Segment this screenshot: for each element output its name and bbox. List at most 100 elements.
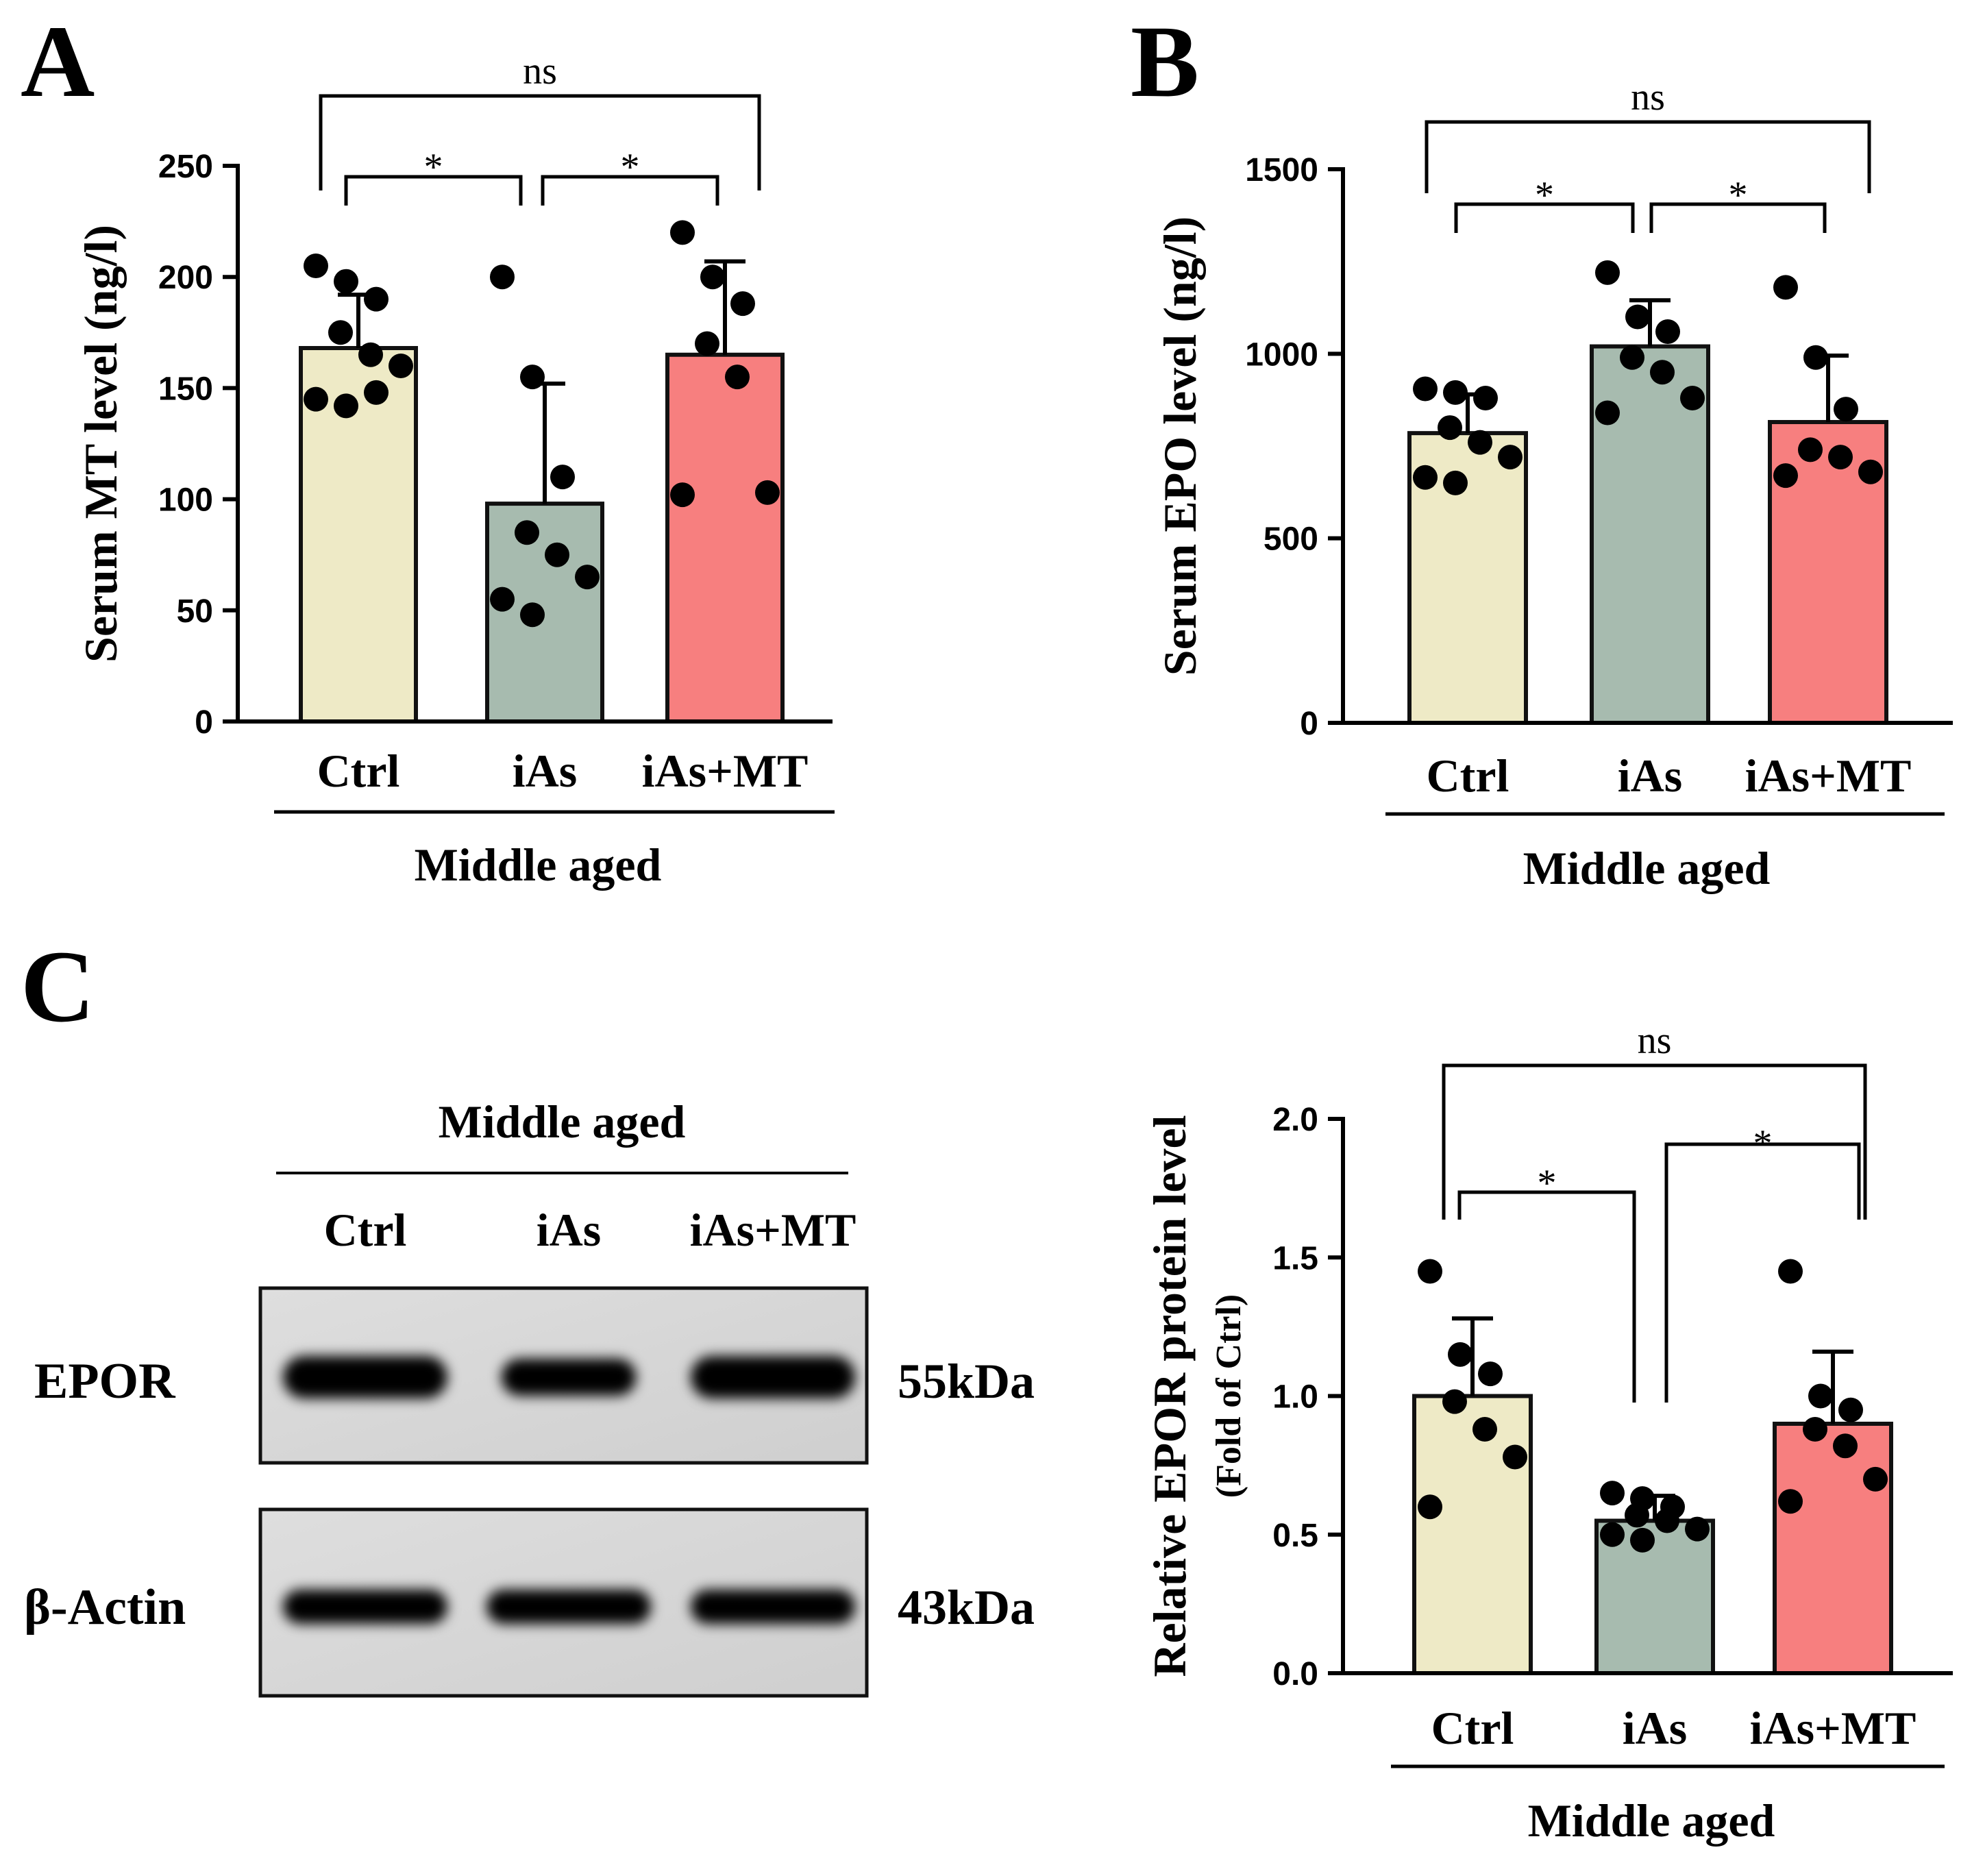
y-tick-label: 150 — [158, 371, 213, 407]
data-point — [1418, 1259, 1442, 1284]
blot-row-label-actin: β-Actin — [24, 1579, 186, 1636]
panel-letter-c: C — [21, 930, 95, 1044]
blot-band — [283, 1590, 447, 1624]
x-category-label: iAs — [1618, 750, 1682, 802]
data-point — [1833, 1433, 1858, 1459]
y-tick-label: 1.0 — [1272, 1379, 1318, 1416]
x-category-label: Ctrl — [1431, 1702, 1514, 1754]
data-point — [1448, 1342, 1472, 1367]
data-point — [730, 291, 755, 317]
data-point — [1685, 1516, 1710, 1542]
data-point — [1468, 430, 1492, 455]
data-point — [1808, 1383, 1833, 1409]
bar-c-2 — [1773, 1421, 1893, 1675]
group-label: Middle aged — [415, 839, 662, 891]
y-axis-sublabel: (Fold of Ctrl) — [1209, 1294, 1248, 1498]
data-point — [1473, 385, 1498, 410]
data-point — [1828, 445, 1853, 470]
y-tick-label: 100 — [158, 482, 213, 519]
x-category-label: iAs+MT — [1750, 1702, 1916, 1754]
y-tick-label: 50 — [177, 593, 213, 630]
data-point — [1655, 319, 1680, 345]
data-point — [1630, 1527, 1655, 1553]
y-tick-label: 0 — [195, 704, 213, 741]
y-tick-label: 500 — [1264, 521, 1318, 558]
chart-b: 0 500 1000 1500 Ctrl iAs iAs+MT Middle aged Seru… — [1154, 76, 1953, 894]
data-point — [1773, 275, 1798, 300]
significance-label: * — [621, 146, 640, 188]
data-point — [1600, 1522, 1625, 1547]
x-category-label: iAs+MT — [642, 745, 809, 797]
significance-label: * — [1753, 1122, 1773, 1165]
data-point — [1858, 459, 1883, 484]
data-point — [1413, 376, 1438, 402]
data-point — [550, 465, 575, 490]
panel-letter-b: B — [1131, 5, 1199, 119]
blot-bands — [283, 1356, 855, 1624]
significance-bracket — [1457, 1190, 1636, 1403]
x-category-label: iAs+MT — [1745, 750, 1912, 802]
significance-bracket — [1442, 1063, 1867, 1220]
blot-band — [691, 1356, 855, 1398]
data-point — [1798, 437, 1823, 462]
data-point — [755, 480, 780, 505]
data-point — [1680, 385, 1705, 410]
data-point — [1625, 304, 1650, 330]
significance-label: ns — [1638, 1020, 1672, 1062]
x-category-label: iAs — [513, 745, 577, 797]
blot-kda-actin: 43kDa — [898, 1580, 1035, 1635]
group-label: Middle aged — [1528, 1794, 1775, 1847]
data-point — [364, 380, 389, 405]
significance-label: * — [424, 146, 443, 188]
data-point — [1595, 400, 1620, 425]
y-axis-label: Serum MT level (ng/l) — [75, 225, 127, 663]
significance-bracket — [1649, 202, 1827, 233]
y-tick-label: 1500 — [1245, 152, 1318, 188]
data-point — [1625, 1503, 1649, 1528]
significance-bracket — [344, 175, 523, 206]
blot-lane-ias-mt: iAs+MT — [690, 1204, 856, 1256]
y-tick-label: 0 — [1300, 706, 1318, 742]
y-axis-label: Serum EPO level (ng/l) — [1154, 217, 1206, 676]
data-point — [1498, 445, 1523, 470]
y-tick-label: 1.5 — [1272, 1240, 1318, 1276]
significance-label: * — [1729, 174, 1748, 217]
bar-a-2 — [665, 352, 785, 724]
data-point — [1803, 1417, 1827, 1442]
blot-band — [486, 1590, 651, 1624]
bar-c-0 — [1412, 1394, 1533, 1675]
data-point — [545, 542, 569, 567]
data-point — [1650, 360, 1675, 385]
y-tick-label: 200 — [158, 260, 213, 296]
y-tick-label: 1000 — [1245, 336, 1318, 373]
data-point — [1503, 1444, 1527, 1470]
significance-label: ns — [1631, 76, 1665, 119]
data-point — [1773, 463, 1798, 489]
data-point — [1803, 345, 1828, 370]
blot-kda-epor: 55kDa — [898, 1354, 1035, 1409]
data-point — [1438, 415, 1462, 441]
significance-label: * — [1538, 1162, 1557, 1205]
data-point — [1418, 1494, 1442, 1520]
data-point — [389, 353, 413, 378]
data-point — [304, 386, 328, 412]
data-point — [1472, 1417, 1497, 1442]
data-point — [1620, 345, 1644, 370]
blot-lane-ctrl: Ctrl — [324, 1204, 407, 1256]
data-point — [1655, 1508, 1679, 1533]
x-category-label: iAs — [1623, 1702, 1687, 1754]
significance-bracket — [1664, 1142, 1861, 1403]
data-point — [1600, 1481, 1625, 1506]
data-point — [1443, 380, 1468, 405]
group-label: Middle aged — [1523, 842, 1771, 894]
significance-bracket — [1454, 202, 1635, 233]
data-point — [1413, 465, 1438, 490]
data-point — [670, 482, 695, 508]
data-point — [1443, 470, 1468, 495]
data-point — [1834, 397, 1858, 422]
data-point — [520, 602, 545, 628]
y-axis-label: Relative EPOR protein level — [1144, 1115, 1196, 1677]
data-point — [1778, 1259, 1803, 1284]
data-point — [358, 342, 383, 367]
data-point — [304, 253, 328, 278]
